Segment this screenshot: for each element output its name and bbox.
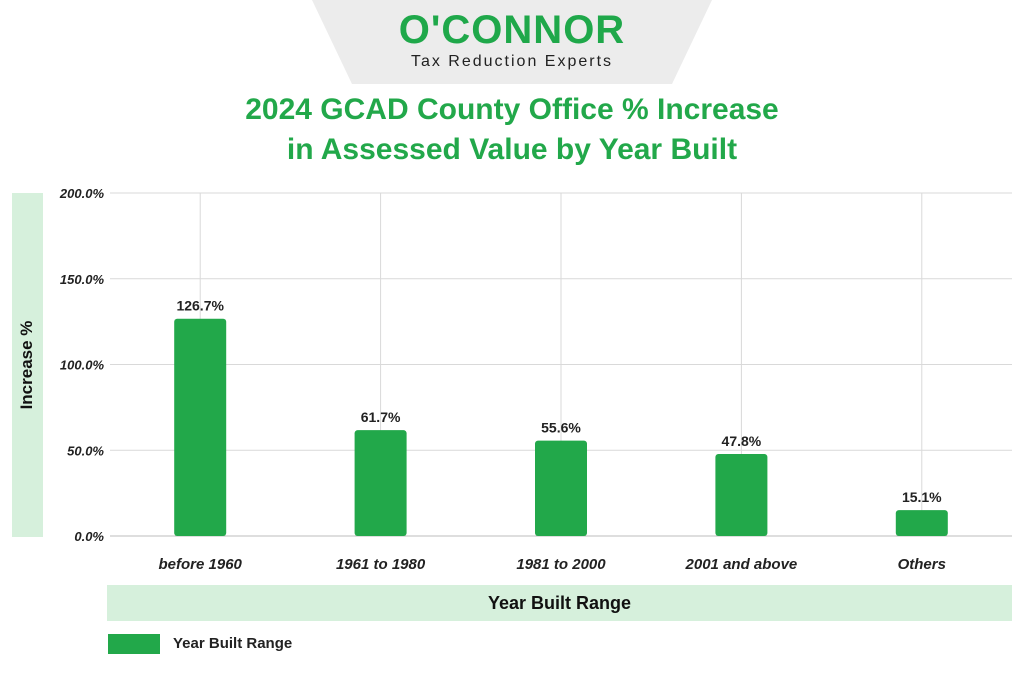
x-tick-label: 2001 and above	[685, 556, 798, 573]
legend-label: Year Built Range	[173, 635, 293, 652]
y-tick-label: 150.0%	[60, 272, 105, 287]
x-tick-label: Others	[898, 556, 946, 573]
bar	[715, 454, 768, 536]
bar	[354, 430, 407, 536]
y-tick-label: 200.0%	[59, 186, 105, 201]
bar-value-label: 126.7%	[176, 298, 224, 314]
logo-tagline: Tax Reduction Experts	[410, 53, 614, 70]
bar	[174, 318, 227, 536]
bar-value-label: 15.1%	[902, 489, 942, 505]
bar-value-label: 61.7%	[361, 409, 401, 425]
logo-tab	[312, 0, 712, 84]
bar	[535, 440, 587, 536]
bar	[895, 510, 948, 536]
chart-title-line-1: 2024 GCAD County Office % Increase	[245, 93, 779, 126]
bar-value-label: 47.8%	[722, 433, 762, 449]
y-tick-label: 0.0%	[74, 529, 104, 544]
chart-title: 2024 GCAD County Office % Increase in As…	[0, 90, 1024, 170]
logo-name: O'CONNOR	[398, 8, 626, 52]
x-tick-label: before 1960	[159, 556, 243, 573]
x-axis-label: Year Built Range	[487, 593, 632, 613]
legend-swatch	[108, 634, 160, 654]
chart-title-line-2: in Assessed Value by Year Built	[286, 133, 738, 166]
y-tick-label: 100.0%	[60, 358, 105, 373]
x-axis-label-band	[107, 585, 1012, 621]
x-tick-label: 1981 to 2000	[516, 556, 606, 573]
bar-value-label: 55.6%	[541, 420, 581, 436]
x-tick-label: 1961 to 1980	[336, 556, 426, 573]
y-tick-label: 50.0%	[67, 443, 104, 458]
y-axis-label-band	[12, 193, 43, 537]
